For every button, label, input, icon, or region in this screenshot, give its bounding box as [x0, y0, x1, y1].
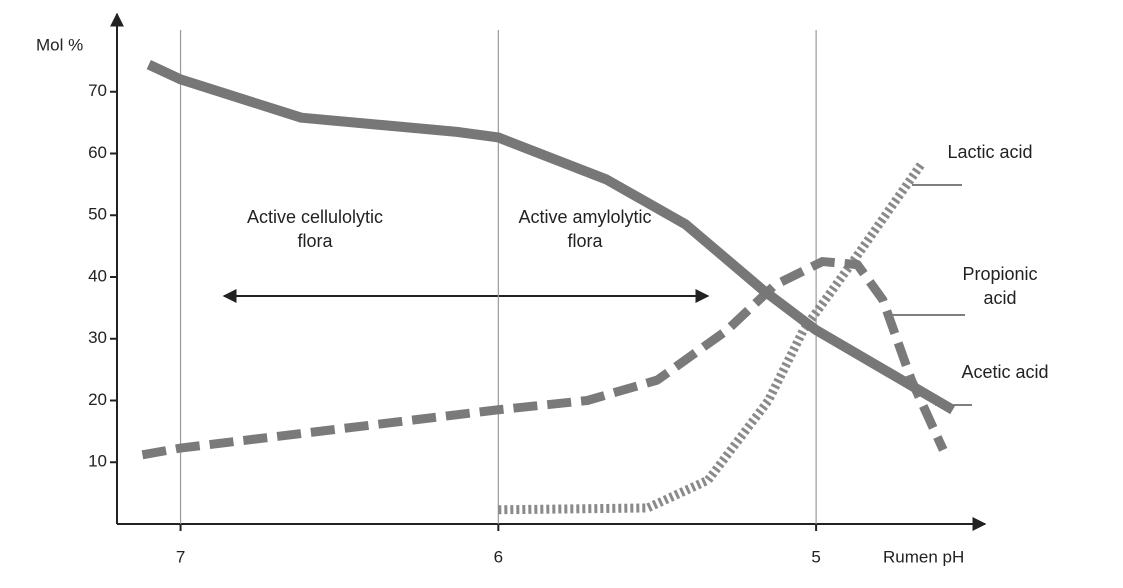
legend-label: Propionic acid: [962, 264, 1038, 308]
x-tick-label: 7: [176, 547, 185, 566]
y-tick-label: 60: [88, 143, 107, 162]
x-axis-label: Rumen pH: [883, 547, 964, 566]
x-tick-label: 5: [811, 547, 820, 566]
series-line: [498, 162, 925, 515]
annotation: Active amylolytic flora: [518, 207, 652, 251]
y-axis-label: Mol %: [36, 35, 83, 54]
y-tick-label: 40: [88, 266, 107, 285]
legend-label: Acetic acid: [961, 362, 1049, 382]
y-tick-label: 30: [88, 328, 107, 347]
y-tick-label: 10: [88, 452, 107, 471]
annotation: Active cellulolytic flora: [246, 207, 384, 251]
series-line: [141, 257, 948, 460]
y-tick-label: 20: [88, 390, 107, 409]
series-line: [146, 60, 956, 415]
legend-label: Lactic acid: [947, 142, 1033, 162]
y-tick-label: 70: [88, 81, 107, 100]
y-tick-label: 50: [88, 205, 107, 224]
x-tick-label: 6: [494, 547, 503, 566]
